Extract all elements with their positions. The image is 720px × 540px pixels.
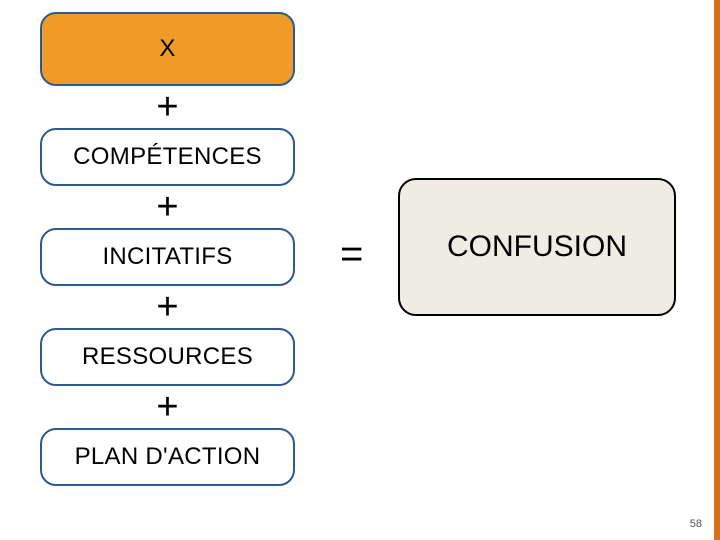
box-ressources: RESSOURCES [40,328,295,386]
plus-symbol: + [156,388,178,426]
box-plan-action: PLAN D'ACTION [40,428,295,486]
plus-symbol: + [156,288,178,326]
box-label: COMPÉTENCES [73,143,262,171]
box-label: RESSOURCES [82,343,253,371]
page-number: 58 [690,518,702,530]
result-label: CONFUSION [447,230,627,264]
box-label: INCITATIFS [102,243,232,271]
left-column: X + COMPÉTENCES + INCITATIFS + RESSOURCE… [40,12,295,486]
box-incitatifs: INCITATIFS [40,228,295,286]
plus-symbol: + [156,188,178,226]
accent-bar [714,0,720,540]
box-competences: COMPÉTENCES [40,128,295,186]
result-box: CONFUSION [398,178,676,316]
plus-symbol: + [156,88,178,126]
box-label: X [159,35,175,63]
equals-symbol: = [340,232,363,277]
box-missing: X [40,12,295,86]
box-label: PLAN D'ACTION [75,443,261,471]
